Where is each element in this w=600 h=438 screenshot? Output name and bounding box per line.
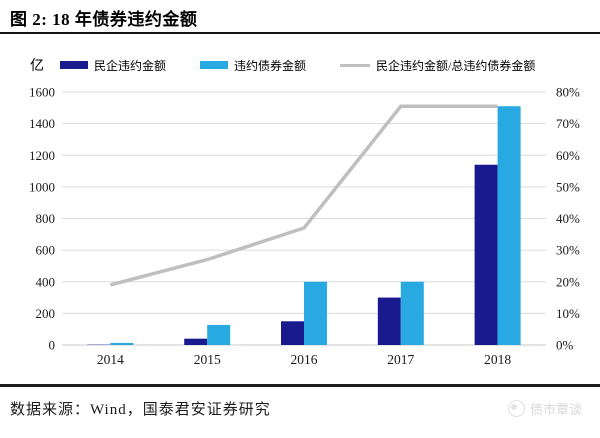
legend-swatch-bar-icon (200, 61, 229, 69)
left-axis-tick: 600 (36, 243, 56, 258)
watermark: 债市覃谈 (507, 399, 582, 418)
left-axis-tick: 0 (49, 338, 56, 353)
right-axis-tick: 0% (556, 338, 574, 353)
legend-item-2: 民企违约金额/总违约债券金额 (340, 57, 535, 74)
right-axis-tick: 10% (556, 306, 580, 321)
x-axis-label: 2017 (387, 352, 414, 367)
x-axis-label: 2015 (194, 352, 221, 367)
right-axis-tick: 70% (556, 116, 580, 131)
chart-area: 0 0% 200 10% 400 20% 600 30% 800 40% 1000 50% 1200 60… (0, 80, 600, 380)
watermark-logo-icon (507, 400, 525, 417)
legend-label: 违约债券金额 (234, 58, 307, 73)
right-axis-tick: 40% (556, 211, 580, 226)
bar-1-2018 (497, 106, 521, 345)
legend-swatch-line-icon (340, 63, 371, 67)
right-axis-tick: 80% (556, 85, 580, 100)
left-axis-tick: 800 (36, 211, 56, 226)
left-axis-tick: 1000 (29, 179, 55, 194)
title-divider (0, 32, 600, 34)
bar-1-2015 (207, 324, 231, 345)
bar-1-2016 (304, 281, 327, 345)
left-axis-tick: 1600 (29, 85, 55, 100)
footer-divider (0, 384, 600, 387)
right-axis-tick: 60% (556, 148, 580, 163)
bar-0-2018 (474, 164, 498, 345)
left-axis-tick: 1200 (29, 148, 55, 163)
bar-0-2017 (377, 297, 401, 345)
legend-item-1: 违约债券金额 (200, 57, 306, 74)
left-axis-tick: 1400 (29, 116, 55, 131)
data-source-note: 数据来源：Wind，国泰君安证券研究 (10, 402, 271, 418)
legend-label: 民企违约金额 (94, 58, 167, 73)
left-axis-tick: 400 (36, 274, 56, 289)
legend-label: 民企违约金额/总违约债券金额 (376, 58, 536, 73)
bar-1-2017 (400, 281, 424, 345)
bar-0-2015 (184, 338, 208, 345)
chart-legend: 亿 民企违约金额 违约债券金额 民企违约金额/总违约债券金额 (30, 55, 596, 75)
x-axis-label: 2018 (484, 352, 511, 367)
left-axis-tick: 200 (36, 306, 56, 321)
chart-svg: 0 0% 200 10% 400 20% 600 30% 800 40% 1000 50% 1200 60… (29, 85, 580, 368)
watermark-text: 债市覃谈 (529, 402, 582, 417)
bar-1-2014 (110, 342, 134, 345)
bar-0-2016 (281, 321, 304, 345)
left-axis-unit: 亿 (30, 59, 44, 74)
x-axis-label: 2016 (291, 352, 318, 367)
figure-title: 图 2: 18 年债券违约金额 (10, 10, 198, 29)
right-axis-tick: 50% (556, 179, 580, 194)
legend-item-0: 民企违约金额 (60, 57, 166, 74)
x-axis-label: 2014 (97, 352, 124, 367)
right-axis-tick: 30% (556, 243, 580, 258)
legend-swatch-bar-icon (60, 61, 88, 69)
right-axis-tick: 20% (556, 274, 580, 289)
ratio-line (109, 104, 498, 287)
